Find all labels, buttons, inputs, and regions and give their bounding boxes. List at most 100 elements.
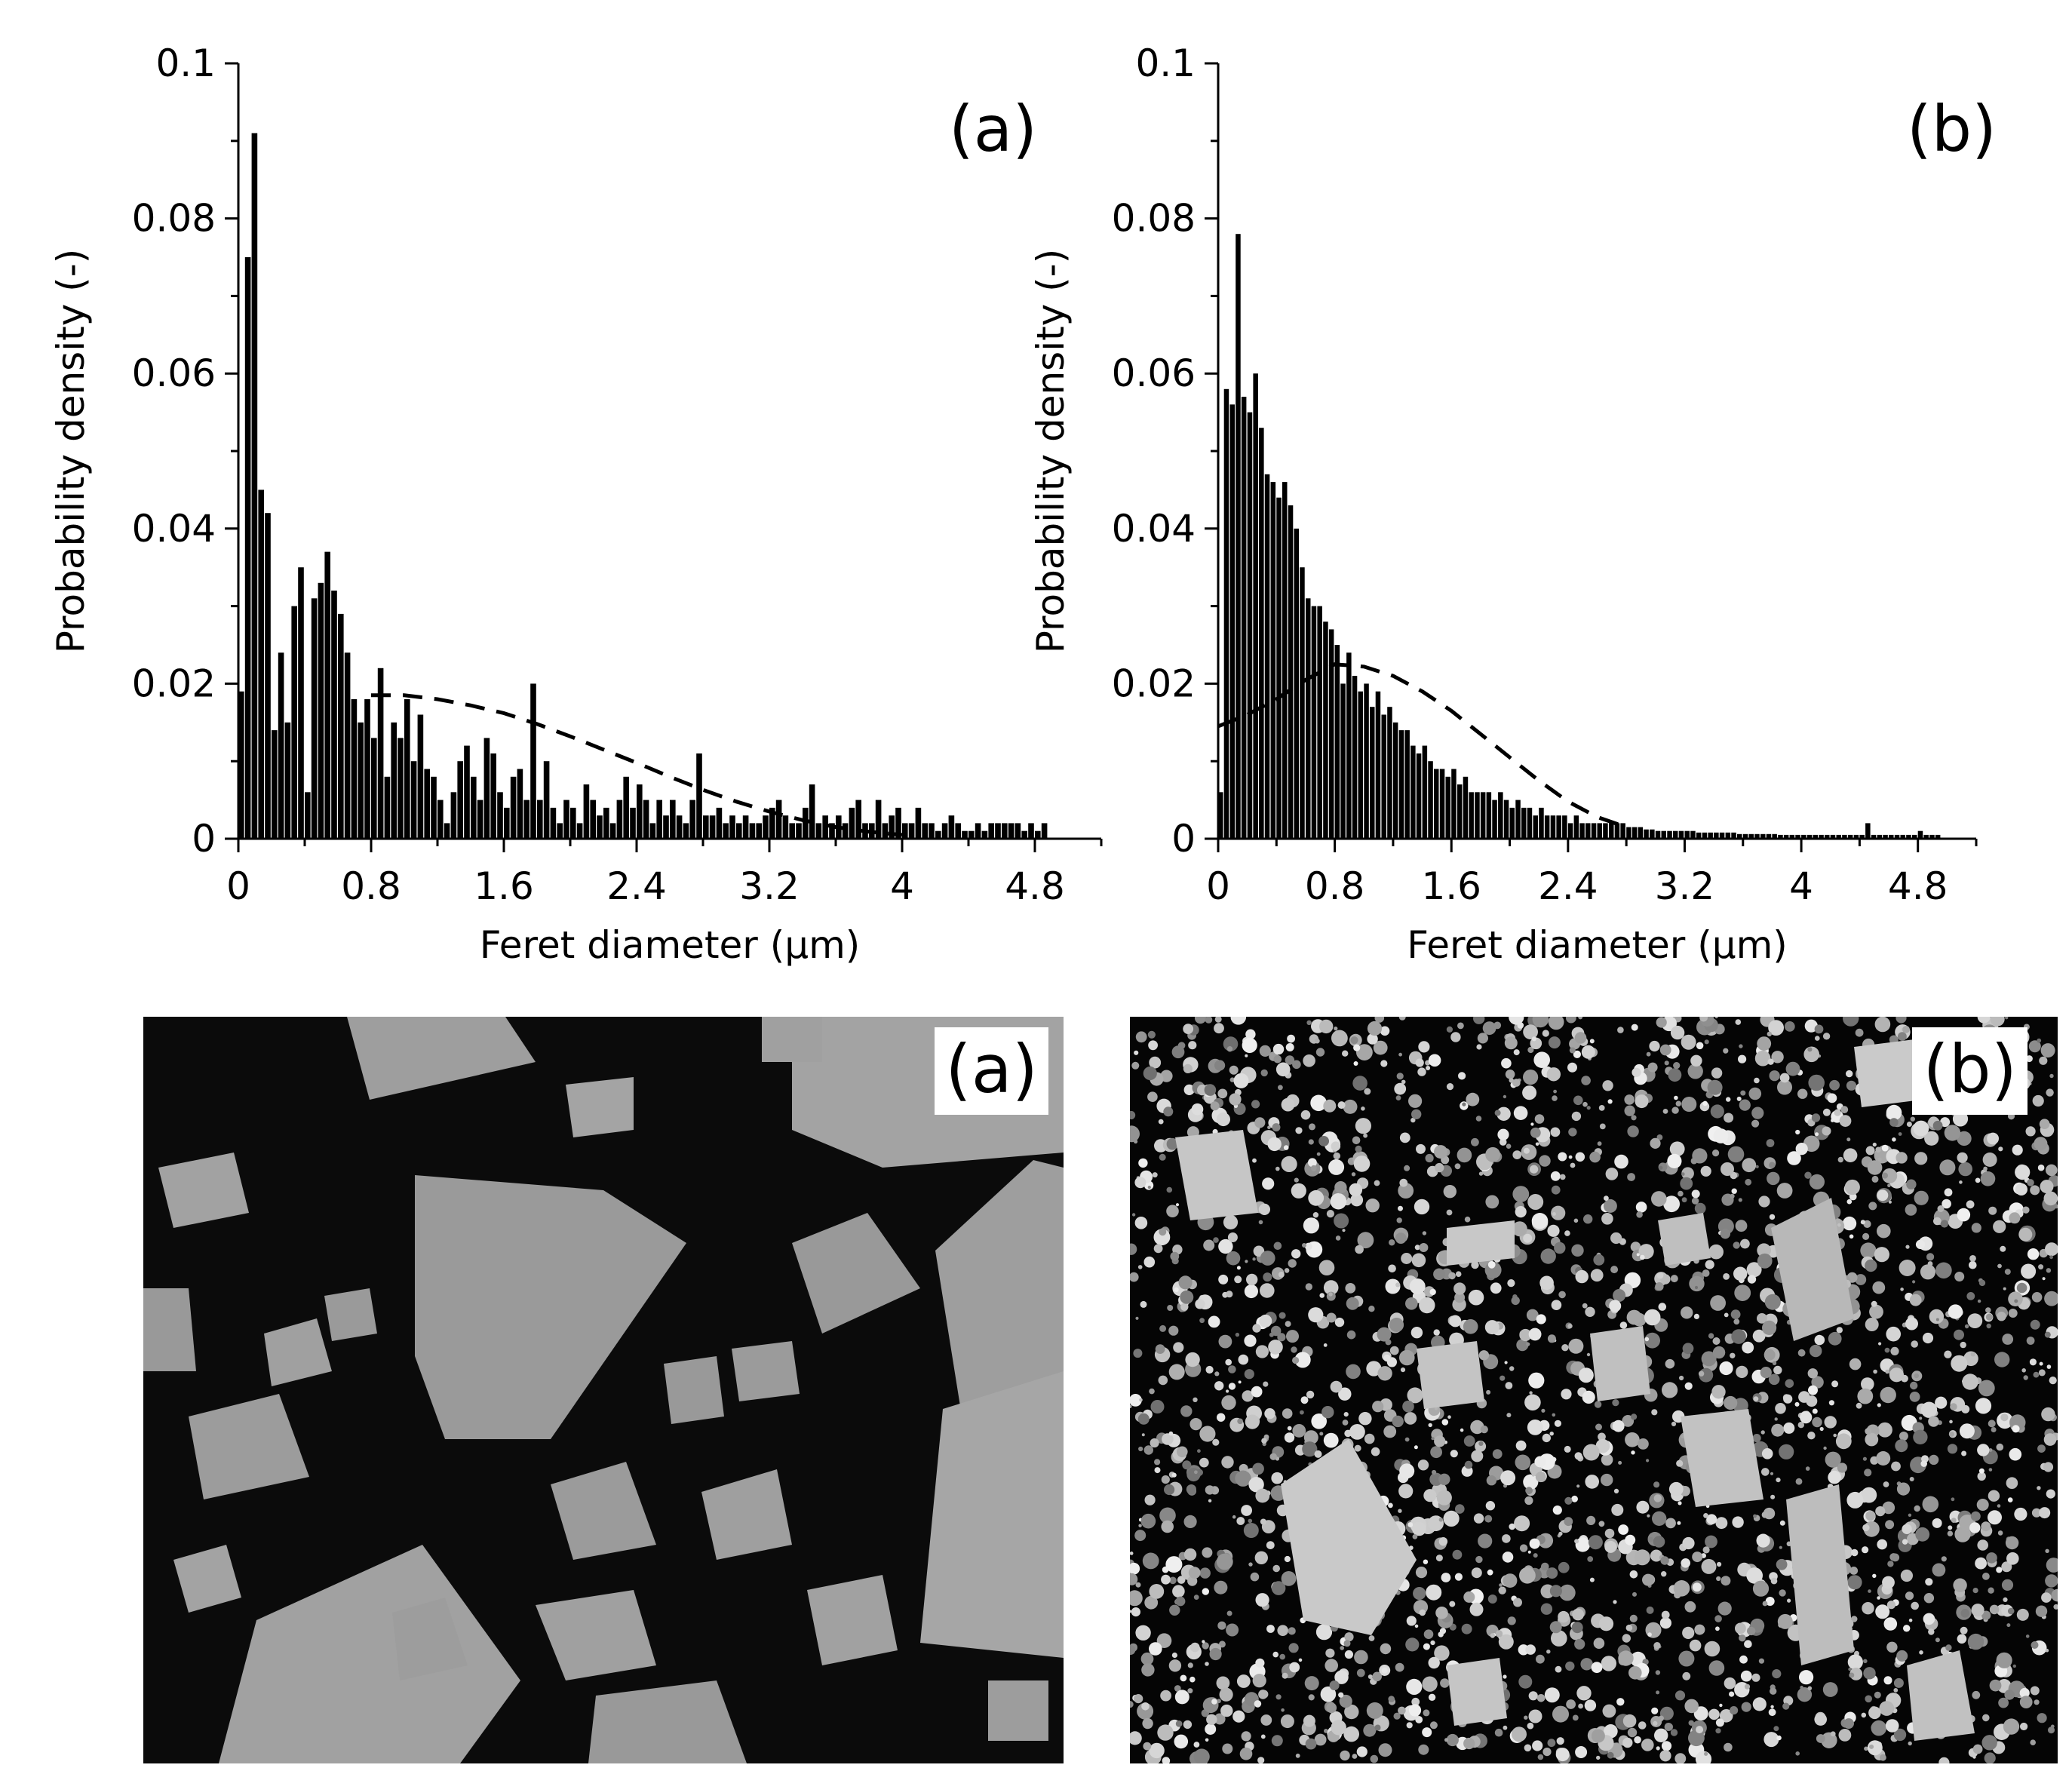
histogram-bar [1783, 834, 1789, 839]
histogram-bar [809, 784, 815, 839]
histogram-bar [1638, 827, 1644, 839]
histogram-bar [1381, 714, 1386, 839]
histogram-bar [471, 776, 477, 839]
histogram-bar [742, 815, 749, 839]
x-tick-label: 2.4 [1538, 864, 1598, 908]
histogram-bar [941, 823, 948, 839]
y-tick-label: 0 [192, 817, 216, 861]
histogram-bar [1352, 676, 1358, 839]
histogram-bar [1247, 412, 1253, 839]
histogram-bar [1684, 830, 1690, 839]
histogram-bar [490, 753, 496, 839]
histogram-bar [962, 830, 968, 839]
histogram-bar [1830, 834, 1836, 839]
histogram-bar [504, 807, 510, 839]
histogram-bar [756, 823, 762, 839]
histogram-bar [1795, 834, 1800, 839]
histogram-bar [1282, 482, 1288, 839]
histogram-bar [1475, 792, 1480, 839]
histogram-bar [1603, 823, 1608, 839]
histogram-bar [1567, 823, 1573, 839]
histogram-bar [1772, 833, 1777, 839]
histogram-bar [457, 761, 463, 839]
y-axis-title: Probability density (-) [1029, 249, 1073, 653]
histogram-bar [649, 823, 656, 839]
histogram-bar [1655, 830, 1661, 839]
histogram-bar [1270, 482, 1276, 839]
x-tick-label: 1.6 [1421, 864, 1481, 908]
y-tick-label: 0.08 [1112, 197, 1196, 241]
histogram-bar [1853, 834, 1859, 839]
y-tick-label: 0.04 [1112, 507, 1196, 551]
histogram-bar [1877, 834, 1883, 839]
histogram-bar [1323, 622, 1328, 839]
x-axis-title: Feret diameter (µm) [1407, 923, 1788, 967]
histogram-bar [1306, 598, 1311, 839]
histogram-bar [842, 823, 849, 839]
y-tick-label: 0.02 [1112, 661, 1196, 705]
histogram-bar [1028, 823, 1034, 839]
histogram-bar [1311, 606, 1317, 839]
histogram-bar [576, 823, 583, 839]
histogram-bar [723, 823, 729, 839]
histogram-bar [1288, 505, 1294, 839]
histogram-bar [364, 699, 370, 839]
histogram-bar [663, 815, 669, 839]
histogram-bar [1573, 815, 1579, 839]
sem-image-a-graphic [143, 1017, 1064, 1763]
histogram-bar [875, 800, 882, 839]
histogram-bar [1609, 823, 1614, 839]
histogram-bar [570, 807, 576, 839]
histogram-bar [537, 800, 543, 839]
histogram-bar [1492, 800, 1497, 839]
histogram-bar [1451, 769, 1457, 839]
histogram-bar [683, 823, 689, 839]
histogram-bar [889, 815, 895, 839]
histogram-bar [437, 800, 444, 839]
histogram-bar [1847, 834, 1853, 839]
histogram-bar [517, 769, 523, 839]
histogram-bar [1632, 827, 1638, 839]
histogram-bar [1509, 807, 1515, 839]
histogram-bar [1480, 792, 1486, 839]
y-tick-label: 0.04 [132, 507, 216, 551]
histogram-bar [1375, 691, 1381, 839]
histogram-bar [1620, 823, 1625, 839]
histogram-bar [975, 823, 981, 839]
histogram-bar [1015, 823, 1021, 839]
histogram-bar [775, 800, 782, 839]
x-tick-label: 0.8 [1305, 864, 1365, 908]
histogram-bar [1737, 833, 1742, 839]
histogram-bar [338, 613, 344, 839]
histogram-bar [1696, 832, 1702, 839]
histogram-bar [371, 738, 377, 839]
x-tick-label: 1.6 [474, 864, 534, 908]
histogram-bar [1498, 792, 1503, 839]
histogram-bar [703, 815, 709, 839]
histogram-bar [1644, 829, 1649, 839]
histogram-bar [1410, 745, 1416, 839]
histogram-bar [1434, 769, 1439, 839]
histogram-bar [1661, 830, 1666, 839]
histogram-bar [318, 582, 324, 839]
histogram-bar [981, 830, 988, 839]
chart-b: 0 0.02 0.04 0.06 0.08 0.1 0 0.8 1.6 2.4 3.2 4 4.8 Fer… [1029, 41, 1978, 967]
histogram-bar [709, 815, 716, 839]
histogram-bar [1223, 388, 1229, 839]
histogram-bar [272, 730, 278, 839]
histogram-bar [1463, 776, 1469, 839]
histogram-bar [1842, 834, 1847, 839]
histogram-bar [1673, 830, 1678, 839]
histogram-bar [557, 823, 563, 839]
histogram-bar [1387, 707, 1392, 839]
sem-image-a-label: (a) [935, 1027, 1048, 1115]
histogram-bar [590, 800, 596, 839]
histogram-bar [550, 807, 557, 839]
histogram-bar [948, 815, 955, 839]
histogram-bar [1678, 830, 1684, 839]
histogram-bar [1819, 834, 1824, 839]
histogram-bar [1912, 834, 1917, 839]
histogram-bar [855, 800, 861, 839]
histogram-bar [597, 815, 603, 839]
histogram-bar [955, 823, 961, 839]
